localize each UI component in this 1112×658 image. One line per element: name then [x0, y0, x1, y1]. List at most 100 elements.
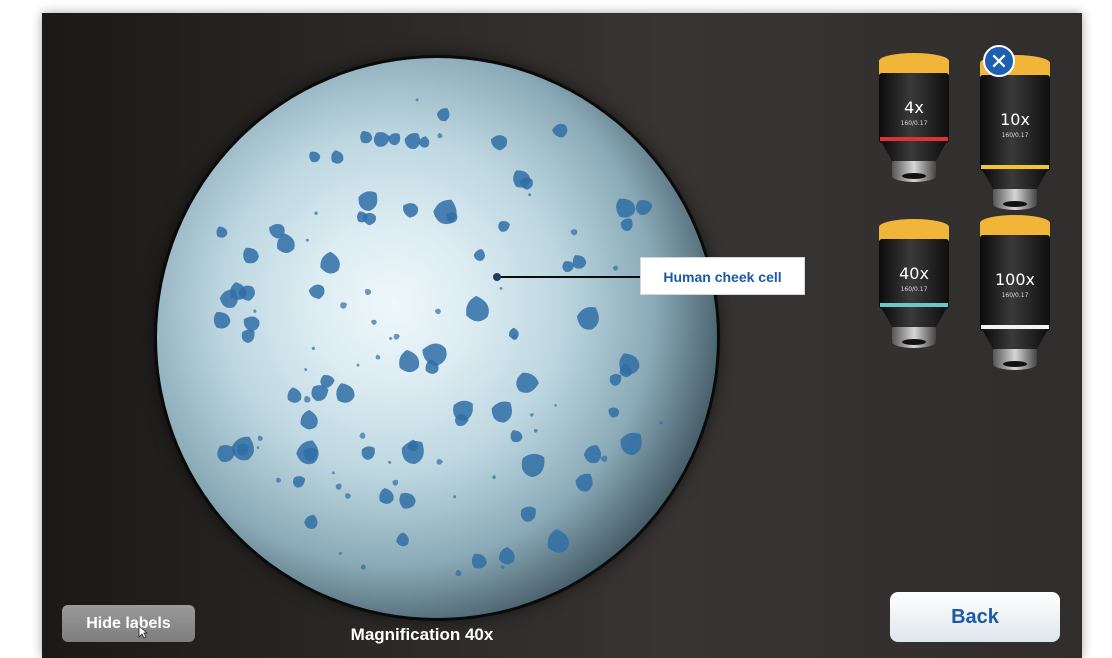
cheek-cell [466, 295, 489, 322]
cheek-cell [508, 327, 519, 339]
cheek-cell [436, 459, 443, 465]
cheek-cell [473, 249, 485, 261]
cheek-cell [455, 569, 462, 577]
cheek-cell [570, 229, 578, 236]
hide-labels-button[interactable]: Hide labels [62, 605, 195, 642]
cheek-cell [499, 287, 503, 290]
cheek-cell [396, 532, 409, 547]
cheek-cell [287, 387, 302, 403]
cheek-cell [256, 446, 260, 450]
cheek-cell [575, 473, 593, 492]
cheek-cell [437, 132, 443, 139]
objective-lens-graphic: 100x 160/0.17 [980, 215, 1050, 370]
cheek-cell [219, 289, 238, 309]
cheek-cell [308, 284, 325, 299]
cheek-cell [471, 553, 487, 569]
cheek-cell [277, 233, 295, 254]
cheek-cell [583, 445, 602, 464]
objective-lens-graphic: 10x 160/0.17 [980, 55, 1050, 210]
cheek-cell [293, 476, 306, 488]
cheek-cell [331, 471, 335, 475]
cheek-cell [609, 374, 622, 386]
cheek-cell [269, 223, 285, 239]
cheek-cell [361, 446, 375, 460]
cheek-cell [311, 346, 316, 351]
cheek-cell [492, 475, 496, 480]
cheek-cell [360, 564, 366, 570]
objective-40x[interactable]: 40x 160/0.17 [878, 217, 950, 359]
cheek-cell [399, 349, 420, 373]
cheek-cell [434, 308, 441, 315]
cheek-cell [363, 212, 376, 226]
cheek-cell [300, 410, 318, 430]
cheek-cell [340, 302, 348, 309]
cheek-cell [533, 428, 538, 433]
cheek-cell [388, 133, 401, 146]
cheek-cell [433, 199, 457, 225]
cheek-cell [620, 432, 642, 456]
objective-spec-label: 160/0.17 [1002, 132, 1029, 139]
cheek-cell [453, 494, 457, 499]
cheek-cell [608, 407, 620, 418]
cheek-cell [547, 529, 569, 553]
objective-4x[interactable]: 4x 160/0.17 [878, 51, 950, 193]
cheek-cell [358, 191, 378, 212]
cheek-cell [360, 131, 373, 144]
cheek-cell [403, 203, 419, 218]
cheek-cell [388, 460, 392, 464]
cheek-cell [213, 312, 231, 329]
cheek-cell [600, 455, 608, 462]
cheek-cell [562, 261, 575, 272]
cheek-cell [359, 432, 366, 439]
cheek-cell [231, 436, 254, 461]
objective-100x[interactable]: 100x 160/0.17 [979, 213, 1051, 381]
label-pointer-line [497, 276, 642, 278]
objective-spec-label: 160/0.17 [1002, 292, 1029, 299]
cheek-cell [393, 333, 400, 340]
back-button[interactable]: Back [890, 592, 1060, 642]
objective-10x[interactable]: 10x 160/0.17 [979, 53, 1051, 221]
cheek-cell [331, 150, 344, 164]
objective-magnification-label: 10x [1000, 110, 1030, 129]
cheek-cell [304, 368, 308, 372]
label-pointer-dot [493, 273, 501, 281]
cheek-cell [375, 354, 381, 360]
objective-spec-label: 160/0.17 [901, 286, 928, 293]
cheek-cell [490, 135, 508, 151]
cheek-cell [436, 108, 450, 122]
objective-magnification-label: 40x [899, 264, 929, 283]
cheek-cell [217, 445, 237, 463]
cheek-cell [296, 440, 319, 465]
close-icon[interactable]: ✕ [983, 45, 1015, 77]
cheek-cell [253, 309, 257, 313]
cheek-cell [373, 132, 391, 147]
cheek-cell [613, 265, 618, 271]
cheek-cell [616, 198, 636, 218]
cheek-cell [516, 372, 539, 393]
cheek-cell [520, 506, 536, 523]
cheek-cell [491, 401, 512, 423]
cheek-cell [498, 220, 510, 232]
cheek-cell [305, 238, 310, 242]
cheek-cell [257, 435, 263, 441]
cheek-cell [554, 403, 557, 407]
cheek-cell [243, 316, 260, 332]
magnification-readout: Magnification 40x [350, 625, 494, 644]
cheek-cell [335, 483, 342, 490]
cheek-cell [636, 200, 653, 215]
cheek-cell [445, 212, 458, 224]
cheek-cell [243, 247, 259, 264]
cheek-cell [241, 329, 255, 343]
cheek-cell [453, 400, 473, 422]
cheek-cell [510, 430, 523, 443]
cheek-cell [407, 439, 418, 452]
microscope-field-of-view [157, 58, 717, 618]
cheek-cell [619, 353, 640, 375]
cheek-cell [364, 289, 372, 296]
cheek-cell [530, 413, 534, 417]
microscope-screen: Human cheek cell 4x 160/0.17 10x 160/0.17 … [42, 13, 1082, 658]
cheek-cell [528, 192, 532, 197]
cheek-cell [620, 218, 633, 231]
cheek-cell [389, 337, 393, 341]
objective-lens-graphic: 4x 160/0.17 [879, 53, 949, 182]
